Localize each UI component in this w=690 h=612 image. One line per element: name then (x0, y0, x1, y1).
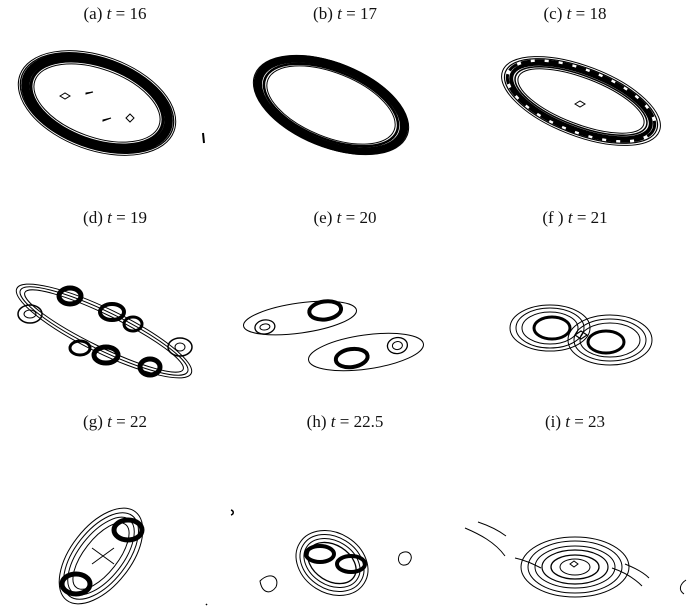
panel-caption: (b) t = 17 (313, 4, 377, 23)
outer-contour (464, 521, 650, 587)
vortex-ring (17, 50, 177, 156)
panel-caption: (d) t = 19 (83, 208, 147, 227)
contour-speck (202, 132, 205, 144)
vortex-lobe-right (308, 332, 424, 372)
vortex-core (304, 544, 336, 564)
panel-caption: (g) t = 22 (83, 412, 147, 431)
contour-plot-f (509, 304, 653, 366)
panel-e: (e) t = 20 (230, 204, 460, 408)
vortex-core (335, 554, 367, 574)
contour-plot-g (58, 507, 234, 606)
panel-a: (a) t = 16 (0, 0, 230, 204)
panel-caption: (h) t = 22.5 (306, 412, 384, 431)
contour-speck (679, 579, 687, 595)
inner-contour (91, 547, 115, 565)
contour-plot-d (15, 283, 193, 379)
vortex-pair (520, 536, 630, 598)
outer-contour (259, 551, 412, 593)
panel-caption: (c) t = 18 (543, 4, 607, 23)
panel-i: (i) t = 23 (460, 408, 690, 612)
vortex-cores (17, 285, 193, 378)
panel-f: (f ) t = 21 (460, 204, 690, 408)
panel-h: (h) t = 22.5 (230, 408, 460, 612)
panel-b: (b) t = 17 (230, 0, 460, 204)
vortex-core (111, 517, 145, 543)
vortex-pair (509, 304, 653, 366)
panel-caption: (f ) t = 21 (542, 208, 608, 227)
panel-d: (d) t = 19 (0, 204, 230, 408)
contour-plot-i (464, 521, 687, 598)
contour-speck (205, 509, 234, 606)
panel-g: (g) t = 22 (0, 408, 234, 612)
panel-caption: (e) t = 20 (313, 208, 377, 227)
panel-caption: (i) t = 23 (544, 412, 606, 431)
vortex-band (15, 283, 193, 379)
contour-plot-h (259, 530, 412, 596)
contour-plot-e (243, 299, 424, 372)
contour-plot-c (501, 56, 661, 146)
vortex-pair (58, 507, 144, 605)
vortex-ring (501, 56, 661, 146)
vortex-core (59, 571, 93, 597)
vortex-pair (295, 530, 369, 596)
contour-plot-a (17, 50, 205, 156)
inner-contour (59, 91, 135, 123)
panel-c: (c) t = 18 (460, 0, 690, 204)
vortex-lobe-left (243, 299, 357, 336)
panel-caption: (a) t = 16 (83, 4, 147, 23)
vortex-ring (252, 54, 410, 156)
contour-plot-b (252, 54, 410, 156)
inner-contour (574, 100, 586, 108)
